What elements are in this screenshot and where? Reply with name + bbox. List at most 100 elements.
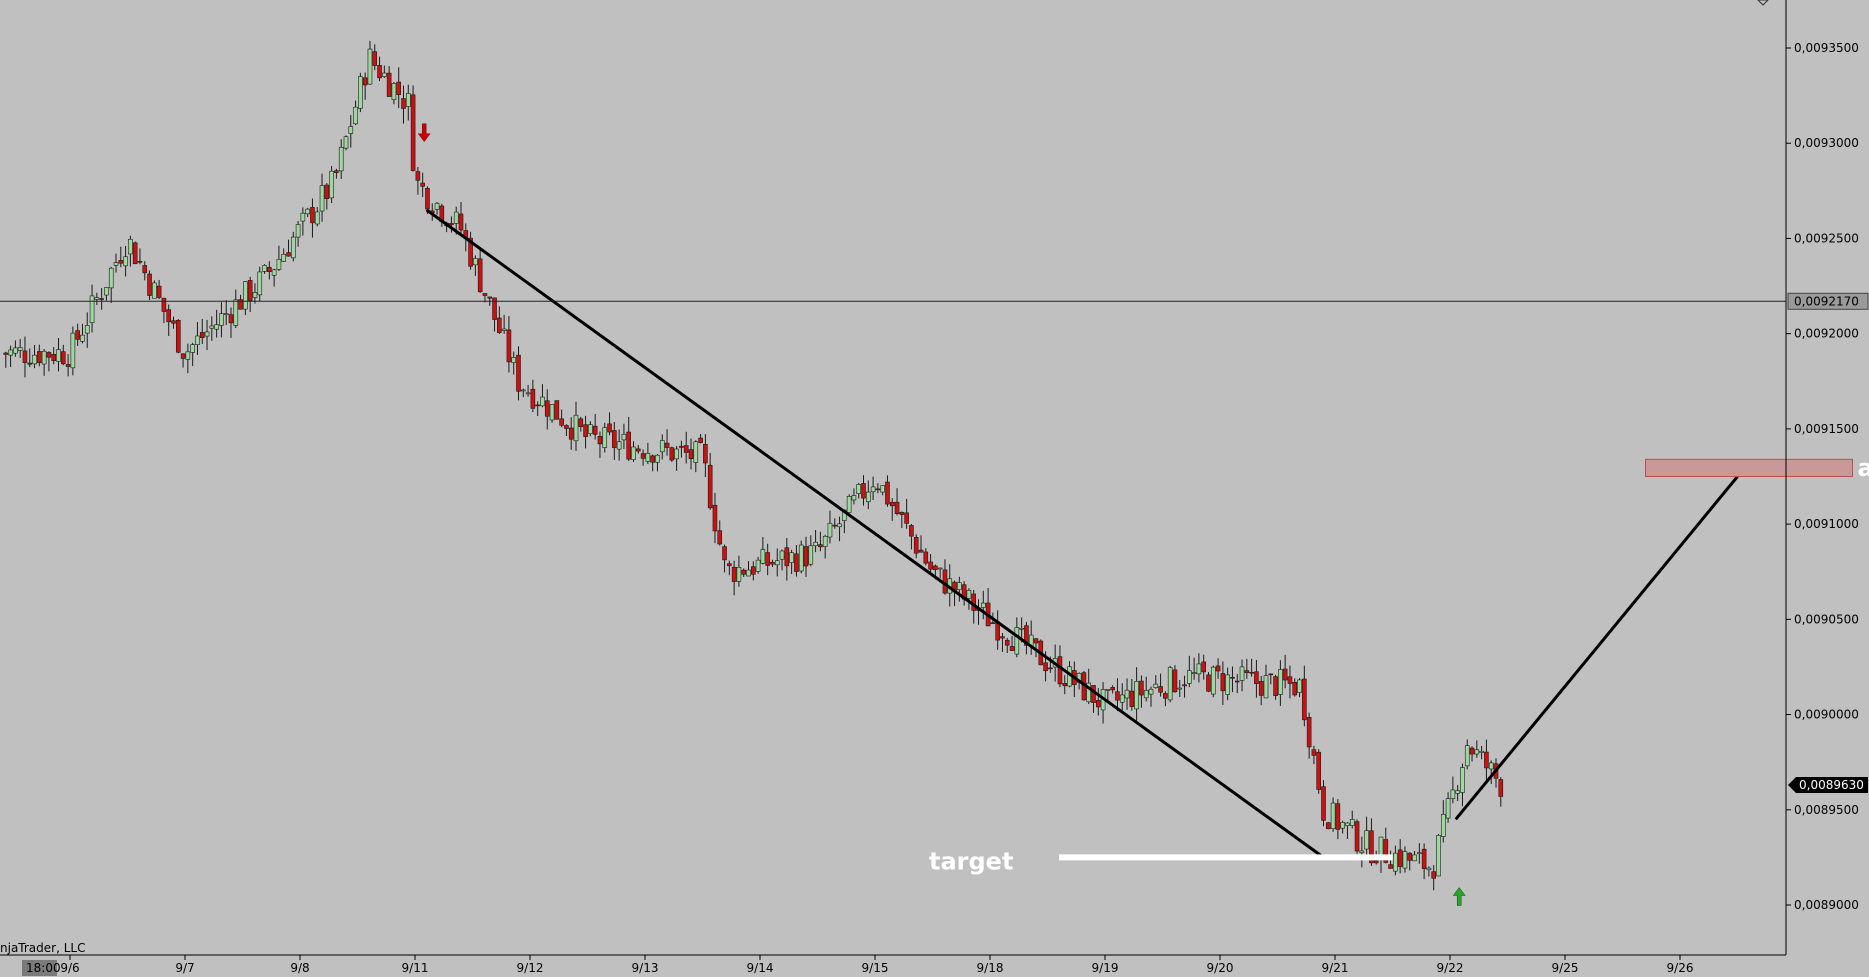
candle [252, 283, 258, 304]
time-tick-label: 9/18 [977, 961, 1004, 975]
candle [1402, 846, 1408, 873]
candle [405, 84, 411, 121]
candle [1421, 843, 1427, 880]
candle [410, 85, 416, 172]
candle [1258, 675, 1264, 706]
candle [894, 488, 900, 516]
candle [175, 319, 181, 354]
candle [473, 255, 478, 276]
candle [602, 422, 608, 453]
candle [128, 235, 133, 267]
candle [688, 438, 694, 470]
candle [75, 323, 80, 347]
candle [1498, 777, 1504, 807]
candle [813, 530, 818, 553]
candlestick-series [3, 40, 1504, 891]
candle [132, 241, 138, 265]
candle [1167, 665, 1173, 703]
candle [774, 548, 780, 577]
candle [1000, 633, 1005, 652]
candle [401, 85, 406, 124]
candle [1464, 739, 1470, 770]
candle [794, 544, 799, 577]
candle [861, 475, 866, 506]
candle [1206, 672, 1211, 693]
candle [305, 207, 310, 218]
candle [525, 384, 531, 397]
candle [698, 434, 703, 444]
candle [1234, 673, 1240, 694]
price-tick-label: 0,0090000 [1794, 708, 1859, 722]
candle [1460, 763, 1465, 807]
candle [1187, 655, 1192, 688]
candle [750, 561, 756, 581]
candle [1297, 678, 1302, 698]
price-tick-label: 0,0091500 [1794, 422, 1859, 436]
panel-scroll-icon[interactable] [1757, 0, 1769, 6]
candle [928, 554, 933, 573]
candle [798, 540, 804, 574]
candle [56, 338, 61, 372]
candle [626, 416, 632, 461]
candle [152, 280, 157, 299]
candle [1455, 785, 1460, 802]
candle [310, 198, 315, 238]
price-axis[interactable]: 0,0093500 0,0093000 0,0092500 0,0092000 0,00… [1785, 0, 1859, 955]
candle [784, 538, 790, 581]
candle [554, 400, 560, 420]
candle [1302, 665, 1307, 727]
price-tick-label: 0,0092000 [1794, 327, 1859, 341]
candle [329, 166, 334, 203]
candle [1191, 657, 1197, 680]
time-axis[interactable]: 9/6 9/7 9/8 9/11 9/12 9/13 9/14 9/15 9/18 9/19 9/2… [0, 954, 1786, 976]
time-tick-label: 9/25 [1552, 961, 1579, 975]
candle [458, 202, 464, 234]
candle [592, 414, 598, 440]
candle [1330, 797, 1336, 832]
candle [1263, 664, 1269, 699]
candle [1177, 680, 1183, 697]
candle [290, 231, 296, 262]
candle [324, 183, 330, 210]
candle [899, 511, 905, 528]
candle [238, 294, 243, 310]
candle [568, 417, 574, 450]
time-tick-label: 9/26 [1667, 961, 1694, 975]
candle [511, 351, 517, 375]
candle [420, 172, 425, 198]
last-price-label: 0,0089630 [1799, 778, 1864, 792]
candle [703, 434, 708, 478]
attractor-zone [1645, 458, 1853, 477]
candle [865, 480, 871, 510]
candle [84, 312, 90, 348]
candle [1129, 678, 1135, 711]
candle [1143, 676, 1149, 702]
candle [683, 431, 689, 464]
candle [286, 239, 291, 257]
candle [362, 72, 368, 100]
candle [1345, 822, 1350, 839]
candle [314, 207, 320, 227]
candle [1225, 667, 1230, 701]
candle [755, 556, 761, 574]
candle [770, 559, 775, 567]
candle [319, 173, 325, 222]
candle [415, 167, 421, 195]
time-tick-label: 9/12 [517, 961, 544, 975]
candle [233, 289, 239, 329]
candle [597, 431, 603, 458]
candle [449, 216, 454, 233]
candle [209, 316, 215, 341]
candle [635, 445, 641, 454]
candle [89, 284, 95, 333]
candle [937, 567, 943, 579]
candle [1139, 675, 1144, 708]
candle [41, 348, 47, 376]
candle [243, 281, 248, 316]
candle [223, 300, 229, 326]
candle [334, 168, 339, 179]
candle [1340, 820, 1345, 834]
candle [741, 568, 747, 577]
candle [530, 379, 536, 413]
candle [262, 264, 267, 274]
